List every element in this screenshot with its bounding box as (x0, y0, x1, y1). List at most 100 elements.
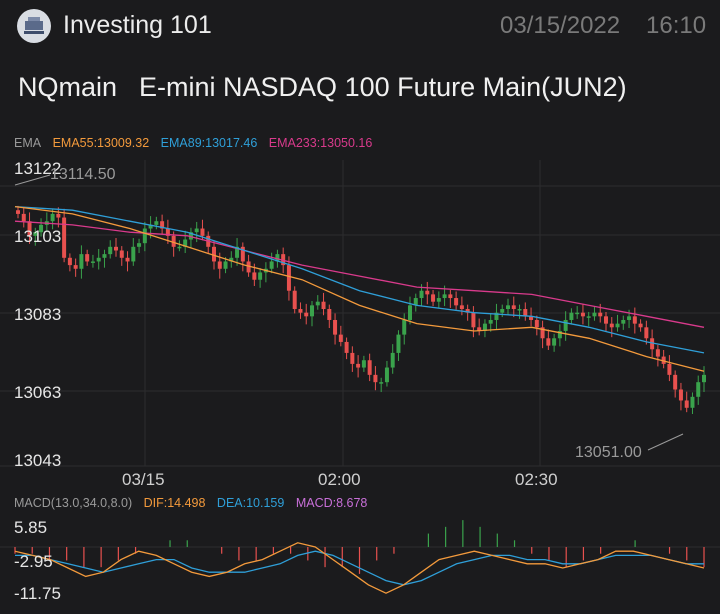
instrument-title: NQmain E-mini NASDAQ 100 Future Main(JUN2… (18, 72, 627, 103)
y-tick-13063: 13063 (14, 383, 61, 402)
dea-legend: DEA:10.159 (216, 496, 285, 510)
y-tick-13122: 13122 (14, 159, 61, 178)
candle (269, 252, 274, 274)
candle (154, 216, 159, 230)
candle (373, 366, 378, 391)
candle (286, 256, 291, 301)
candle (459, 296, 464, 316)
candle (188, 227, 193, 248)
candle (580, 303, 585, 325)
candle (667, 355, 672, 382)
candle (402, 313, 407, 345)
candle (448, 289, 453, 308)
candle (79, 245, 84, 279)
candle (298, 302, 303, 319)
candle (488, 313, 493, 332)
candle (142, 221, 147, 252)
candle (454, 291, 459, 310)
candle (655, 344, 660, 367)
candle (506, 298, 510, 316)
candle (183, 230, 188, 254)
candle (350, 346, 355, 372)
ema89-legend: EMA89:13017.46 (160, 136, 258, 150)
candle (171, 231, 176, 257)
y-tick-13043: 13043 (14, 451, 61, 470)
candle (390, 344, 395, 374)
candle (500, 304, 505, 318)
instrument-name: E-mini NASDAQ 100 Future Main(JUN2) (139, 72, 627, 102)
candle (609, 317, 614, 338)
candle (50, 209, 55, 230)
instrument-symbol: NQmain (18, 72, 118, 102)
candle (684, 391, 689, 413)
candle (575, 306, 580, 319)
macd-lines (14, 542, 705, 594)
candle (90, 254, 95, 268)
candle (344, 337, 349, 360)
candle (108, 240, 113, 259)
candle (102, 249, 107, 268)
candle (73, 258, 78, 277)
candle (702, 366, 706, 393)
candle (223, 257, 228, 274)
candle (586, 311, 591, 327)
candle (177, 240, 182, 252)
candle (552, 333, 557, 352)
candles-group (16, 205, 706, 415)
app-title: Investing 101 (63, 11, 212, 39)
candle (477, 318, 482, 336)
x-tick-0230: 02:30 (515, 470, 558, 489)
candle (333, 313, 338, 345)
candle (534, 315, 539, 336)
candle (310, 300, 314, 327)
candle (39, 218, 44, 237)
ema-legend: EMA EMA55:13009.32 EMA89:13017.46 EMA233… (14, 136, 380, 150)
candle (327, 304, 332, 329)
macd-value-legend: MACD:8.678 (295, 496, 368, 510)
candle (436, 291, 441, 308)
candle (21, 207, 26, 228)
candle (557, 324, 562, 347)
macd-y-tick-mid: -2.95 (14, 552, 53, 571)
macd-legend-label: MACD(13.0,34.0,8.0) (14, 496, 133, 510)
x-tick-0200: 02:00 (318, 470, 361, 489)
candle (511, 296, 516, 318)
candle (338, 325, 343, 347)
high-annotation-label: 13114.50 (50, 166, 116, 183)
ema-lines (14, 205, 705, 372)
candle (67, 253, 72, 272)
price-chart[interactable]: 13122 13103 13083 13063 13043 03/15 02:0… (0, 0, 720, 490)
candle (384, 360, 389, 387)
candle (540, 320, 545, 349)
candle (604, 311, 608, 332)
candle (471, 306, 476, 338)
candle (690, 392, 695, 415)
candle (592, 306, 597, 321)
candle (615, 314, 620, 332)
ema-legend-label: EMA (14, 136, 42, 150)
x-tick-0315: 03/15 (122, 470, 165, 489)
candle (379, 377, 384, 393)
candle (361, 355, 366, 372)
candle (494, 303, 499, 330)
candle (27, 212, 32, 244)
app-logo-icon[interactable] (17, 9, 51, 43)
candle (431, 289, 436, 307)
ema55-line (14, 205, 705, 372)
price-x-axis: 03/15 02:00 02:30 (122, 470, 558, 489)
candle (16, 205, 20, 219)
candle (408, 296, 412, 325)
candle (563, 311, 568, 341)
candle (304, 303, 309, 325)
macd-y-tick-bottom: -11.75 (14, 584, 61, 603)
dea-line (15, 550, 704, 586)
candle (235, 238, 240, 266)
candle (367, 353, 372, 382)
macd-histogram (14, 520, 705, 574)
candle (315, 295, 320, 310)
candle (229, 251, 234, 268)
ema233-line (14, 220, 705, 328)
candle (292, 286, 297, 314)
dif-legend: DIF:14.498 (143, 496, 206, 510)
macd-legend: MACD(13.0,34.0,8.0) DIF:14.498 DEA:10.15… (14, 496, 375, 510)
